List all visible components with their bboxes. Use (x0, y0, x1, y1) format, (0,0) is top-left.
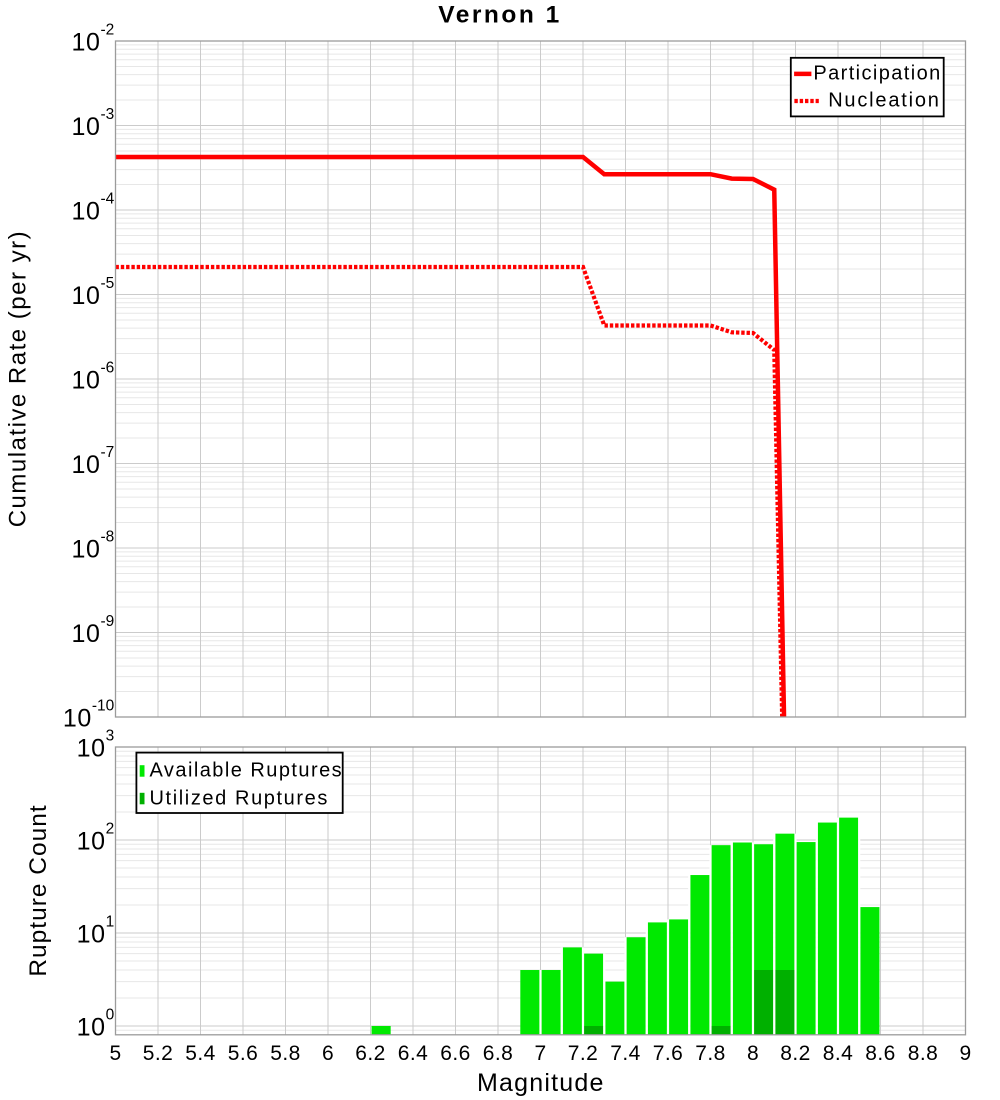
svg-text:8: 8 (747, 1042, 759, 1065)
svg-text:103: 103 (77, 727, 115, 762)
svg-text:9: 9 (959, 1042, 971, 1065)
svg-text:Utilized Ruptures: Utilized Ruptures (150, 787, 330, 809)
svg-text:100: 100 (77, 1006, 115, 1041)
svg-text:6: 6 (322, 1042, 334, 1065)
svg-text:Available Ruptures: Available Ruptures (150, 760, 344, 782)
svg-text:10-3: 10-3 (71, 106, 114, 141)
svg-text:6.6: 6.6 (440, 1042, 470, 1065)
svg-text:10-8: 10-8 (71, 528, 114, 563)
svg-text:5.4: 5.4 (185, 1042, 215, 1065)
svg-text:6.2: 6.2 (355, 1042, 385, 1065)
svg-text:7.6: 7.6 (653, 1042, 683, 1065)
svg-text:10-2: 10-2 (71, 21, 114, 56)
svg-text:8.6: 8.6 (865, 1042, 895, 1065)
svg-text:Participation: Participation (813, 62, 941, 84)
svg-text:5.8: 5.8 (270, 1042, 300, 1065)
svg-text:10-5: 10-5 (71, 275, 114, 310)
svg-text:7.2: 7.2 (568, 1042, 598, 1065)
svg-text:10-7: 10-7 (71, 444, 114, 479)
svg-text:5.6: 5.6 (228, 1042, 258, 1065)
svg-text:5: 5 (109, 1042, 121, 1065)
svg-text:Magnitude: Magnitude (477, 1069, 605, 1097)
svg-text:6.4: 6.4 (398, 1042, 428, 1065)
svg-text:7.4: 7.4 (610, 1042, 640, 1065)
svg-text:8.8: 8.8 (908, 1042, 938, 1065)
svg-text:Cumulative Rate (per yr): Cumulative Rate (per yr) (5, 230, 32, 527)
svg-text:7: 7 (534, 1042, 546, 1065)
svg-text:Nucleation: Nucleation (828, 90, 941, 112)
svg-text:101: 101 (77, 913, 115, 948)
svg-text:Rupture Count: Rupture Count (25, 804, 52, 976)
svg-text:10-10: 10-10 (63, 697, 115, 732)
svg-text:10-6: 10-6 (71, 359, 114, 394)
svg-text:Vernon 1: Vernon 1 (438, 1, 561, 28)
svg-text:8.2: 8.2 (780, 1042, 810, 1065)
svg-text:5.2: 5.2 (143, 1042, 173, 1065)
svg-text:102: 102 (77, 820, 115, 855)
svg-text:10-9: 10-9 (71, 613, 114, 648)
svg-text:8.4: 8.4 (823, 1042, 853, 1065)
svg-text:7.8: 7.8 (695, 1042, 725, 1065)
svg-text:6.8: 6.8 (483, 1042, 513, 1065)
svg-text:10-4: 10-4 (71, 190, 114, 225)
